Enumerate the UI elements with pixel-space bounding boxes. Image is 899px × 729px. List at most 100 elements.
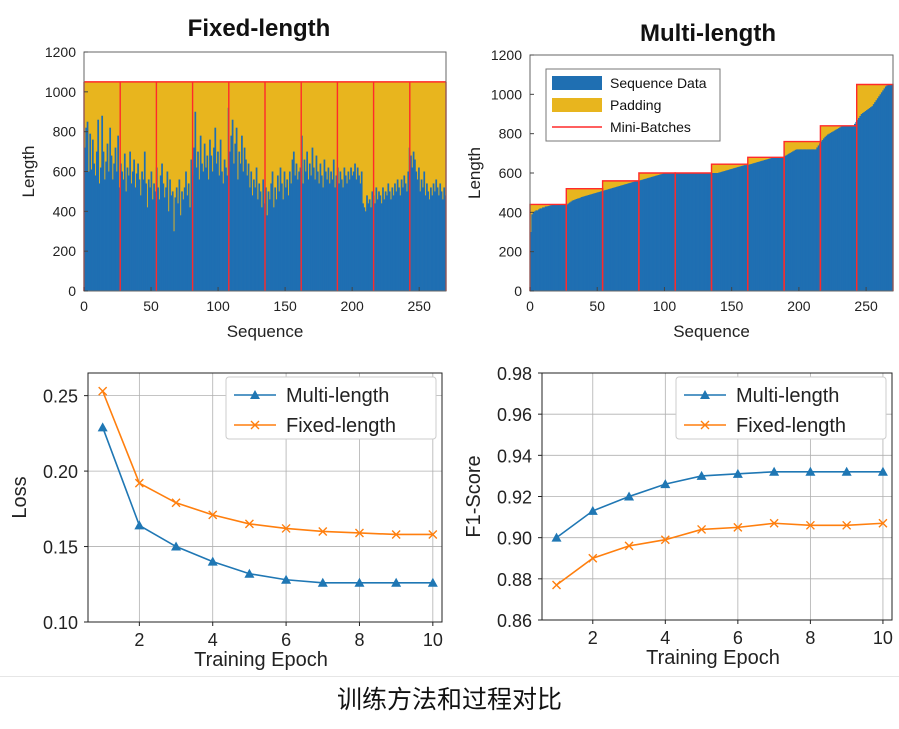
fixed-sequence-bar <box>110 155 113 291</box>
f1-point-fixed-length <box>769 518 779 528</box>
loss-ytick-label: 0.25 <box>43 387 78 407</box>
fixed-ytick-label: 0 <box>68 283 76 299</box>
multi-sequence-bar <box>568 202 571 291</box>
fixed-sequence-bar <box>388 191 391 291</box>
multi-sequence-bar <box>739 166 742 291</box>
fixed-sequence-bar <box>406 191 408 291</box>
fixed-sequence-bar <box>199 135 202 291</box>
multi-sequence-bar <box>644 178 647 291</box>
multi-sequence-bar <box>777 157 780 291</box>
f1-point-fixed-length <box>552 580 562 590</box>
fixed-sequence-bar <box>303 159 306 291</box>
fixed-sequence-bar <box>394 183 396 291</box>
multi-sequence-bar <box>745 165 747 291</box>
multi-sequence-bar <box>825 135 828 291</box>
fixed-sequence-bar <box>171 191 174 291</box>
fixed-sequence-bar <box>426 183 428 291</box>
multi-sequence-bar <box>546 206 548 291</box>
fixed-sequence-bar <box>430 187 432 291</box>
multi-sequence-bar <box>761 160 763 291</box>
multi-sequence-bar <box>563 204 566 291</box>
fixed-ytick-label: 800 <box>53 124 77 140</box>
f1-ytick-label: 0.98 <box>497 364 532 384</box>
loss-ytick-label: 0.15 <box>43 538 78 558</box>
multi-sequence-bar <box>852 125 855 291</box>
multi-sequence-bar <box>691 173 694 291</box>
multi-sequence-bar <box>646 178 649 291</box>
fixed-sequence-bar <box>163 197 166 291</box>
multi-ytick-label: 1200 <box>491 47 522 63</box>
fixed-sequence-bar <box>274 187 277 291</box>
multi-xtick-label: 250 <box>854 298 878 314</box>
multi-sequence-bar <box>570 201 573 291</box>
loss-legend-label-fixed-length: Fixed-length <box>286 415 396 437</box>
fixed-sequence-bar <box>287 195 290 291</box>
fixed-sequence-bar <box>280 183 283 291</box>
multi-sequence-bar <box>578 198 581 291</box>
multi-sequence-bar <box>724 170 727 291</box>
fixed-sequence-bar <box>350 167 352 291</box>
multi-sequence-bar <box>780 157 782 291</box>
multi-sequence-bar <box>675 173 677 291</box>
fixed-sequence-bar <box>327 167 330 291</box>
fixed-sequence-bar <box>246 175 249 291</box>
multi-sequence-bar <box>800 149 802 291</box>
multi-sequence-bar <box>797 149 800 291</box>
multi-sequence-bar <box>773 157 776 291</box>
fixed-sequence-bar <box>347 171 350 291</box>
multi-sequence-bar <box>762 160 765 291</box>
fixed-sequence-bar <box>432 183 435 291</box>
multi-sequence-bar <box>880 92 883 291</box>
fixed-sequence-bar <box>348 179 351 291</box>
multi-sequence-bar <box>567 203 570 291</box>
fixed-sequence-bar <box>378 191 380 291</box>
multi-sequence-bar <box>864 111 867 291</box>
fixed-sequence-bar <box>438 195 440 291</box>
f1-point-fixed-length <box>842 520 852 530</box>
fixed-sequence-bar <box>418 167 420 291</box>
f1-ytick-label: 0.86 <box>497 611 532 631</box>
multi-sequence-bar <box>702 173 704 291</box>
fixed-ytick-label: 600 <box>53 164 77 180</box>
fixed-sequence-bar <box>395 191 398 291</box>
multi-title: Multi-length <box>640 20 776 47</box>
fixed-sequence-bar <box>203 143 206 291</box>
f1-point-multi-length <box>696 470 707 480</box>
multi-sequence-bar <box>536 210 539 291</box>
multi-sequence-bar <box>663 173 665 291</box>
multi-sequence-bar <box>878 96 880 291</box>
multi-sequence-bar <box>730 169 733 291</box>
fixed-sequence-bar <box>400 179 403 291</box>
loss-point-fixed-length <box>98 386 108 396</box>
multi-sequence-bar <box>688 173 691 291</box>
multi-sequence-bar <box>767 158 770 291</box>
fixed-sequence-bar <box>257 199 259 291</box>
fixed-sequence-bar <box>99 167 102 291</box>
f1-line-fixed-length <box>556 522 883 586</box>
fixed-sequence-bar <box>161 163 163 291</box>
fixed-sequence-bar <box>335 175 338 291</box>
fixed-sequence-bar <box>233 163 235 291</box>
fixed-sequence-bar <box>159 175 162 291</box>
f1-legend-box <box>675 376 887 440</box>
fixed-sequence-bar <box>268 199 271 291</box>
fixed-sequence-bar <box>243 147 246 291</box>
multi-sequence-bar <box>840 126 843 291</box>
multi-ylabel: Length <box>465 147 484 199</box>
multi-sequence-bar <box>716 173 719 291</box>
multi-sequence-bar <box>806 149 809 291</box>
fixed-sequence-bar <box>231 119 234 291</box>
multi-sequence-bar <box>660 174 663 291</box>
legend-label-minibatch: Mini-Batches <box>610 119 691 135</box>
multi-sequence-bar <box>559 204 562 291</box>
caption-separator <box>0 676 899 677</box>
multi-sequence-bar <box>683 173 686 291</box>
fixed-sequence-bar <box>386 195 388 291</box>
fixed-sequence-bar <box>442 199 444 291</box>
f1-point-multi-length <box>551 532 562 542</box>
multi-sequence-bar <box>671 173 673 291</box>
fixed-sequence-bar <box>379 195 382 291</box>
fixed-sequence-bar <box>324 171 327 291</box>
fixed-sequence-bar <box>431 195 434 291</box>
multi-sequence-bar <box>641 179 644 291</box>
